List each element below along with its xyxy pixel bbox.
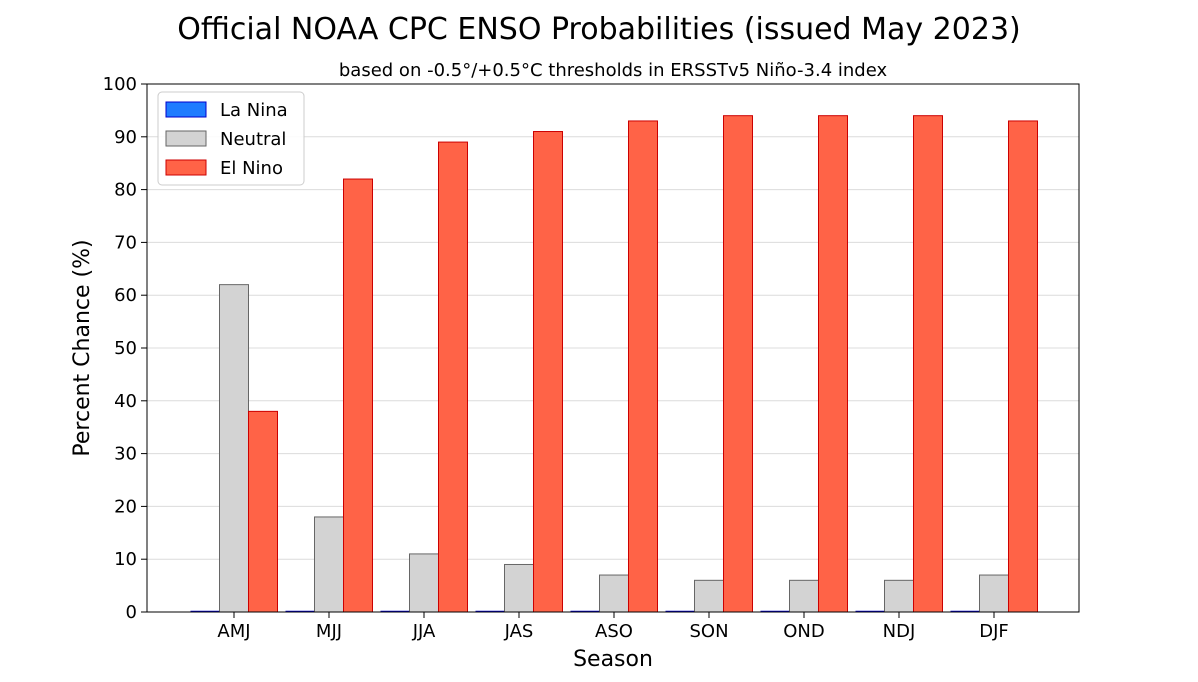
y-tick-label-80: 80 — [114, 180, 137, 201]
bar-neutral-aso — [599, 574, 629, 613]
bar-el-nino-ond — [818, 115, 848, 613]
x-tick-label-amj: AMJ — [217, 621, 250, 642]
chart-subtitle: based on -0.5°/+0.5°C thresholds in ERSS… — [339, 60, 888, 81]
bars — [190, 115, 1038, 613]
y-tick-label-20: 20 — [114, 496, 137, 517]
grid-lines — [147, 136, 1079, 560]
x-tick-label-djf: DJF — [979, 621, 1009, 642]
x-axis-label: Season — [573, 647, 653, 672]
legend-label-neutral: Neutral — [220, 129, 286, 150]
bar-el-nino-aso — [628, 120, 658, 613]
bar-el-nino-jja — [438, 141, 468, 613]
bar-el-nino-jas — [533, 131, 563, 613]
y-tick-label-90: 90 — [114, 127, 137, 148]
legend-swatch-el-nino — [165, 159, 207, 176]
y-tick-label-70: 70 — [114, 232, 137, 253]
legend-swatch-la-nina — [165, 101, 207, 118]
bar-neutral-amj — [219, 284, 249, 613]
bar-neutral-ndj — [884, 579, 914, 613]
x-axis-ticks: AMJ MJJ JJA JAS ASO SON OND NDJ DJF — [217, 612, 1009, 642]
y-tick-label-50: 50 — [114, 338, 137, 359]
legend-label-el-nino: El Nino — [220, 158, 283, 179]
x-tick-label-son: SON — [689, 621, 728, 642]
bar-neutral-jas — [504, 563, 534, 613]
x-tick-label-jas: JAS — [504, 621, 534, 642]
y-tick-label-10: 10 — [114, 549, 137, 570]
y-tick-label-100: 100 — [103, 74, 137, 95]
legend: La Nina Neutral El Nino — [157, 91, 305, 186]
x-tick-label-mjj: MJJ — [316, 621, 342, 642]
bar-neutral-djf — [979, 574, 1009, 613]
x-tick-label-jja: JJA — [412, 621, 436, 642]
bar-el-nino-amj — [248, 410, 278, 613]
bar-el-nino-djf — [1008, 120, 1038, 613]
y-tick-label-30: 30 — [114, 444, 137, 465]
y-axis-ticks: 0 10 20 30 40 50 60 70 80 90 100 — [103, 74, 147, 623]
bar-el-nino-ndj — [913, 115, 943, 613]
x-tick-label-aso: ASO — [595, 621, 633, 642]
y-tick-label-40: 40 — [114, 391, 137, 412]
bar-neutral-son — [694, 579, 724, 613]
x-tick-label-ndj: NDJ — [883, 621, 916, 642]
bar-neutral-ond — [789, 579, 819, 613]
bar-el-nino-mjj — [343, 178, 373, 613]
y-axis-label: Percent Chance (%) — [70, 239, 95, 456]
x-tick-label-ond: OND — [783, 621, 825, 642]
bar-neutral-mjj — [314, 516, 344, 613]
chart-title: Official NOAA CPC ENSO Probabilities (is… — [177, 12, 1021, 47]
bar-neutral-jja — [409, 553, 439, 613]
bar-el-nino-son — [723, 115, 753, 613]
legend-label-la-nina: La Nina — [220, 100, 288, 121]
y-tick-label-0: 0 — [126, 602, 137, 623]
y-tick-label-60: 60 — [114, 285, 137, 306]
legend-swatch-neutral — [165, 130, 207, 147]
